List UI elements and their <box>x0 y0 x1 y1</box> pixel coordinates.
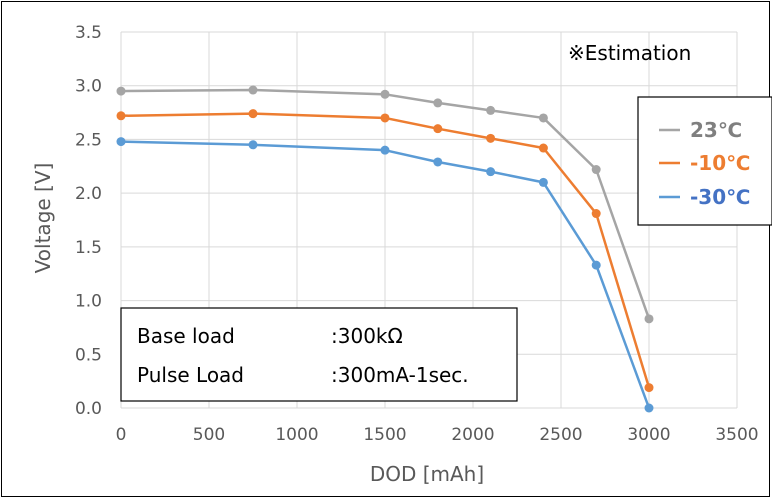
series-1 <box>116 109 654 393</box>
data-point <box>433 98 443 108</box>
legend-box <box>637 96 772 226</box>
y-tick-label: 0.5 <box>75 345 102 365</box>
data-point <box>380 113 390 123</box>
x-tick-labels: 0 500 1000 1500 2000 2500 3000 3500 <box>116 425 759 445</box>
data-point <box>591 209 601 219</box>
data-point <box>538 177 548 187</box>
x-tick-label: 3500 <box>715 425 758 445</box>
data-point <box>116 137 126 147</box>
data-point <box>433 124 443 134</box>
data-point <box>433 157 443 167</box>
legend-label-minus10c: -10℃ <box>690 151 750 175</box>
base-load-label: Base load <box>137 324 235 348</box>
x-tick-label: 0 <box>116 425 127 445</box>
data-point <box>591 165 601 175</box>
pulse-load-value: :300mA-1sec. <box>331 363 469 387</box>
y-axis-title: Voltage [V] <box>31 163 55 274</box>
y-tick-label: 1.0 <box>75 292 102 312</box>
data-point <box>538 113 548 123</box>
conditions-box: Base load :300kΩ Pulse Load :300mA-1sec. <box>120 307 518 402</box>
data-point <box>380 145 390 155</box>
x-tick-label: 500 <box>193 425 225 445</box>
data-point <box>380 89 390 99</box>
x-tick-label: 1000 <box>275 425 318 445</box>
series-line <box>120 140 651 409</box>
series-layer <box>116 85 654 413</box>
x-tick-label: 1500 <box>363 425 406 445</box>
data-point <box>248 140 258 150</box>
x-tick-label: 2000 <box>451 425 494 445</box>
series-2 <box>116 137 654 413</box>
x-axis-title: DOD [mAh] <box>370 462 484 486</box>
pulse-load-label: Pulse Load <box>137 363 244 387</box>
data-point <box>116 111 126 121</box>
y-tick-label: 3.0 <box>75 77 102 97</box>
series-line <box>120 112 651 388</box>
legend-label-minus30c: -30℃ <box>690 185 750 209</box>
data-point <box>486 133 496 143</box>
y-tick-label: 3.5 <box>75 23 102 43</box>
series-0 <box>116 85 654 324</box>
data-point <box>248 85 258 95</box>
y-tick-label: 2.5 <box>75 130 102 150</box>
data-point <box>644 403 654 413</box>
base-load-value: :300kΩ <box>331 324 403 348</box>
estimation-note: ※Estimation <box>568 41 691 65</box>
data-point <box>538 143 548 153</box>
data-point <box>248 109 258 119</box>
legend-label-23c: 23℃ <box>690 118 742 142</box>
data-point <box>591 260 601 270</box>
conditions-box-border <box>120 307 518 402</box>
y-tick-label: 1.5 <box>75 238 102 258</box>
data-point <box>644 314 654 324</box>
data-point <box>116 86 126 96</box>
data-point <box>644 383 654 393</box>
y-tick-label: 2.0 <box>75 184 102 204</box>
data-point <box>486 167 496 177</box>
data-point <box>486 105 496 115</box>
y-tick-labels: 0.0 0.5 1.0 1.5 2.0 2.5 3.0 3.5 <box>75 23 102 419</box>
x-tick-label: 3000 <box>627 425 670 445</box>
x-tick-label: 2500 <box>539 425 582 445</box>
y-tick-label: 0.0 <box>75 399 102 419</box>
legend: 23℃ -10℃ -30℃ <box>637 96 772 226</box>
series-line <box>120 88 651 320</box>
